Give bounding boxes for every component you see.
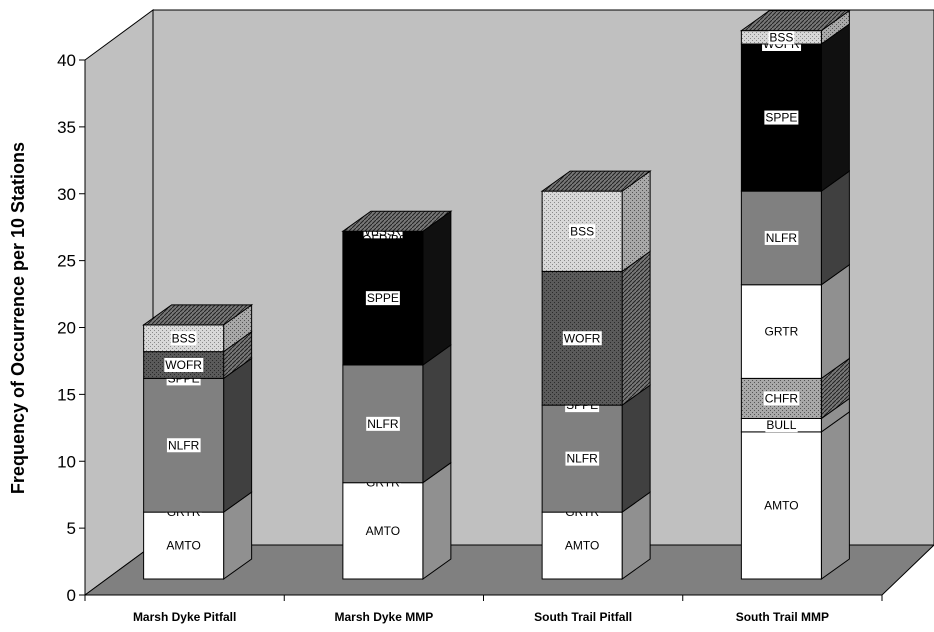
segment-label: SPPE (367, 291, 399, 305)
segment-label-bg (165, 538, 202, 553)
segment-label-bg (366, 416, 400, 431)
x-category-label: Marsh Dyke MMP (335, 610, 434, 624)
bar-stack: AMTOBULLCHFRGRTRNLFRSPPEWOFRBSS (739, 9, 851, 580)
y-tick-label: 30 (57, 185, 76, 204)
segment-label-bg (170, 331, 197, 346)
bar-top (540, 170, 652, 192)
segment-label: AMTO (166, 539, 200, 553)
bar-segment-side (422, 344, 452, 484)
segment-label: BSS (172, 331, 196, 345)
segment-label-bg (563, 538, 601, 553)
segment-label-bg (763, 498, 800, 513)
y-tick-label: 40 (57, 51, 76, 70)
bar-top (142, 304, 254, 326)
segment-label: SPPE (765, 111, 797, 125)
bar-stack: AMTOGRTRNLFRSPPEWOFRBSS (540, 170, 652, 580)
bar-segment-side (621, 250, 651, 407)
segment-label-bg (562, 331, 602, 346)
bar-segment-side (223, 357, 253, 514)
segment-label-bg (166, 438, 201, 453)
x-category-label: South Trail MMP (736, 610, 829, 624)
segment-label: WOFR (564, 331, 601, 345)
segment-label: AMTO (764, 498, 798, 512)
y-tick-label: 10 (57, 452, 76, 471)
bar-stack: AMTOGRTRNLFRSPPEWOFRBSS (142, 303, 254, 580)
segment-label-bg (763, 391, 800, 406)
y-axis-title: Frequency of Occurrence per 10 Stations (8, 142, 28, 494)
segment-label: GRTR (764, 325, 798, 339)
segment-label: BSS (769, 30, 793, 44)
y-tick-label: 5 (67, 519, 76, 538)
segment-label-bg (764, 230, 799, 245)
bar-top (341, 210, 453, 232)
segment-label-bg (768, 30, 795, 45)
y-tick-label: 15 (57, 385, 76, 404)
x-category-label: South Trail Pitfall (534, 610, 632, 624)
y-tick-label: 25 (57, 252, 76, 271)
segment-label: BSS (570, 224, 594, 238)
bar-segment-side (820, 23, 850, 193)
bars: AMTOGRTRNLFRSPPEWOFRBSSAMTOGRTRNLFRSPPEW… (142, 9, 851, 580)
segment-label-bg (765, 418, 798, 433)
side-wall (84, 9, 154, 596)
x-category-label: Marsh Dyke Pitfall (133, 610, 236, 624)
segment-label: WOFR/BSS (351, 232, 415, 246)
segment-label: CHFR (765, 391, 799, 405)
segment-label: WOFR (165, 358, 202, 372)
segment-label: AMTO (366, 524, 400, 538)
segment-label: NLFR (168, 438, 200, 452)
segment-label-bg (763, 324, 800, 339)
segment-label: BULL (766, 418, 796, 432)
y-tick-label: 35 (57, 118, 76, 137)
y-tick-label: 0 (67, 586, 76, 605)
segment-label-bg (565, 451, 600, 466)
bar-stack: AMTOGRTRNLFRSPPEWOFRBSSWOFR/BSS (341, 210, 453, 580)
segment-label: AMTO (565, 539, 599, 553)
bar-segment-side (621, 384, 651, 514)
segment-label-bg (569, 224, 596, 239)
segment-label: NLFR (766, 231, 798, 245)
bar-top (739, 10, 851, 32)
segment-label: NLFR (566, 452, 598, 466)
y-tick-label: 20 (57, 319, 76, 338)
bar-segment-side (422, 210, 452, 366)
segment-label-bg (164, 358, 204, 372)
axes: 0 5 10 15 20 25 30 35 40 Marsh Dyke Pitfall Marsh … (57, 51, 883, 624)
bar-segment-side (820, 410, 850, 580)
segment-label: NLFR (367, 417, 399, 431)
segment-label-bg (364, 523, 402, 538)
segment-label-bg (764, 110, 799, 125)
segment-label-bg (365, 291, 400, 306)
